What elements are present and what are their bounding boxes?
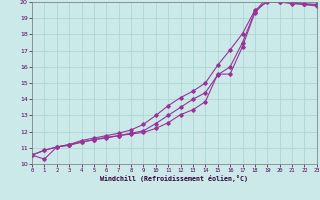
X-axis label: Windchill (Refroidissement éolien,°C): Windchill (Refroidissement éolien,°C)	[100, 175, 248, 182]
